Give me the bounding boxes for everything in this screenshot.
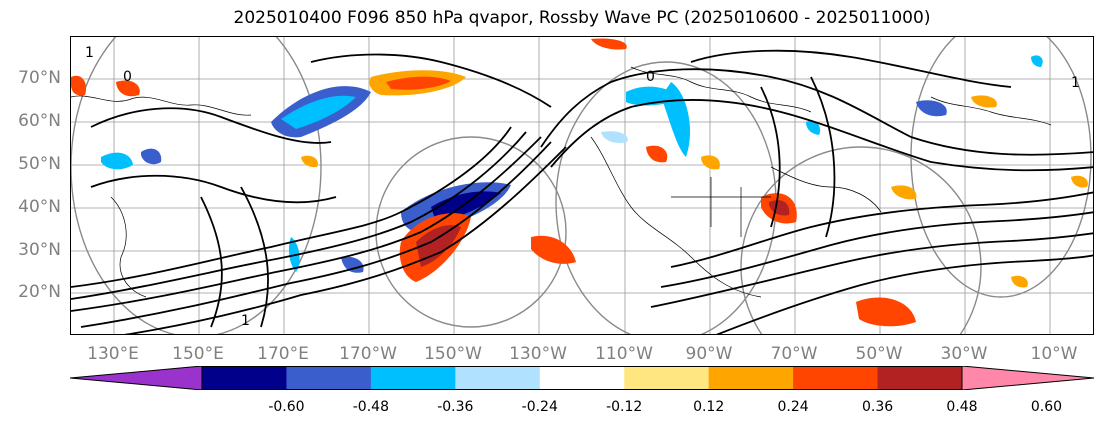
colorbar-tick-label: -0.36 [437,399,474,415]
lon-label-170e: 170°E [257,344,309,364]
pos-anomaly-patch [301,155,318,168]
lat-label-70n: 70°N [18,68,61,88]
colorbar-tick-label: 0.36 [861,399,894,415]
lon-label-130w: 130°W [509,344,567,364]
colorbar-segment [539,366,625,390]
pos-anomaly-patch [71,75,87,96]
pos-anomaly-patch [386,76,451,90]
lat-label-50n: 50°N [18,154,61,174]
pos-anomaly-patch [591,38,627,50]
contour-label: 1 [241,313,250,329]
pos-anomaly-patch [646,145,668,163]
colorbar-extend-low [69,365,203,391]
pos-anomaly-patch [769,200,790,216]
qvapor-anomaly-fills [71,38,1088,327]
lon-label-10w: 10°W [1030,344,1078,364]
colorbar-tick-label: 0.24 [777,399,809,415]
colorbar-tick-label: -0.24 [521,399,558,415]
lat-label-40n: 40°N [18,197,61,217]
colorbar-frame [201,366,963,390]
contour-label: 1 [85,45,94,61]
lon-label-30w: 30°W [940,344,988,364]
lon-label-130e: 130°E [87,344,139,364]
colorbar-segment [624,366,710,390]
colorbar-segment [708,366,794,390]
colorbar-segment [202,366,287,390]
contour-label: 1 [1071,75,1080,91]
lon-label-110w: 110°W [595,344,653,364]
colorbar-segment [793,366,879,390]
neg-anomaly-patch [806,120,821,135]
contour-label: 0 [123,69,132,85]
pos-anomaly-patch [891,185,917,200]
neg-anomaly-patch [101,152,133,170]
pos-anomaly-patch [416,225,461,267]
colorbar-segment [877,366,963,390]
pos-anomaly-patch [701,155,720,170]
lat-label-20n: 20°N [18,282,61,302]
colorbar-tick-label: 0.60 [1030,399,1063,415]
neg-anomaly-patch [281,95,356,129]
map-canvas: 1 0 0 1 1 [71,37,1093,334]
coastlines [71,66,1052,298]
lon-label-90w: 90°W [685,344,733,364]
colorbar-extend-high [961,365,1095,391]
colorbar-tick-label: -0.48 [352,399,389,415]
pos-anomaly-patch [1071,175,1088,188]
height-contours [71,49,1093,334]
colorbar-tick-label: -0.60 [268,399,305,415]
neg-anomaly-patch [141,148,162,165]
colorbar-tick-label: 0.48 [946,399,978,415]
pos-anomaly-patch [971,95,997,108]
lon-label-170w: 170°W [339,344,397,364]
map-title: 2025010400 F096 850 hPa qvapor, Rossby W… [233,8,931,28]
neg-anomaly-patch [1031,55,1043,67]
colorbar-segment [370,366,456,390]
pos-anomaly-patch [116,80,140,97]
neg-anomaly-patch [341,256,364,273]
lon-label-50w: 50°W [855,344,903,364]
lat-label-30n: 30°N [18,240,61,260]
colorbar-segment [455,366,541,390]
pos-anomaly-patch [531,235,576,264]
rossby-wave-contours [71,37,1092,334]
contour-label: 0 [646,69,655,85]
colorbar-graphic [69,365,1095,391]
neg-anomaly-patch [916,100,947,117]
colorbar [69,365,1095,391]
lon-label-150e: 150°E [172,344,224,364]
pos-anomaly-patch [856,297,916,327]
pos-anomaly-patch [1011,275,1028,288]
colorbar-tick-label: 0.12 [693,399,725,415]
colorbar-segment [286,366,372,390]
lon-label-70w: 70°W [770,344,818,364]
lon-label-150w: 150°W [424,344,482,364]
colorbar-tick-label: -0.12 [606,399,643,415]
graticule [71,37,1093,334]
neg-anomaly-patch [601,131,628,143]
lat-label-60n: 60°N [18,111,61,131]
map-panel[interactable]: 1 0 0 1 1 [70,36,1094,335]
